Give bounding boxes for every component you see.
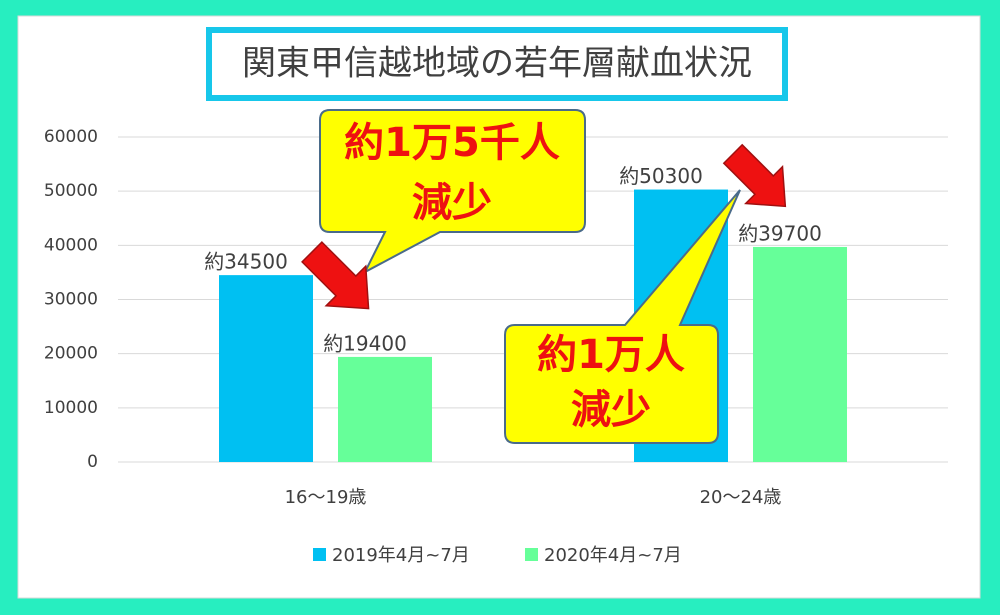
bar [219,275,313,462]
y-tick-label: 30000 [44,290,98,310]
legend-swatch [525,548,538,561]
arrow [722,143,787,208]
legend-label: 2020年4月~7月 [544,545,682,566]
callout-text: 約1万人 [537,332,685,378]
callout-bubble [504,189,741,444]
chart-title: 関東甲信越地域の若年層献血状況 [242,44,752,84]
x-tick-label: 16〜19歳 [285,487,367,508]
legend: 2019年4月~7月 2020年4月~7月 [313,545,682,566]
data-label: 約39700 [738,221,822,245]
y-tick-label: 50000 [44,181,98,201]
y-tick-label: 40000 [44,235,98,255]
callout-bubble [319,109,586,275]
bar [338,356,432,462]
title-box [206,27,788,101]
x-tick-label: 20〜24歳 [700,487,782,508]
callout-text: 減少 [571,387,651,433]
data-label: 約19400 [323,331,407,355]
y-tick-label: 10000 [44,398,98,418]
callout-text: 約1万5千人 [344,120,560,166]
bar [753,246,847,462]
y-tick-label: 0 [87,452,98,472]
y-tick-label: 20000 [44,344,98,364]
arrow [301,241,370,310]
legend-swatch [313,548,326,561]
data-label: 約34500 [204,250,288,274]
y-tick-label: 60000 [44,127,98,147]
data-label: 約50300 [619,164,703,188]
legend-label: 2019年4月~7月 [332,545,470,566]
callout-text: 減少 [412,180,492,226]
